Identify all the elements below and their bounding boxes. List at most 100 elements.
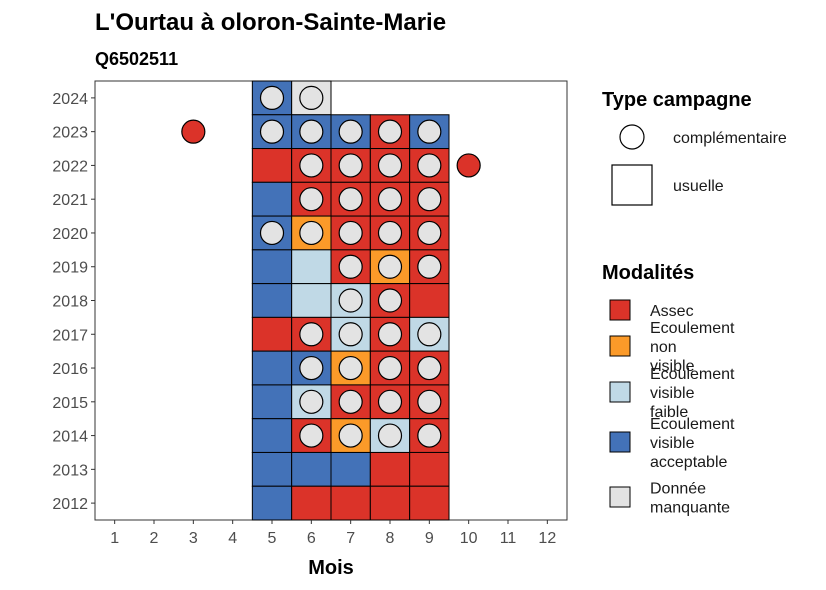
usual-cell [291,249,332,285]
x-tick-label: 4 [228,530,237,547]
y-tick-label: 2021 [52,192,88,209]
complementary-point [299,187,324,212]
legend-campaign-label: usuelle [673,178,724,195]
chart-subtitle: Q6502511 [95,49,178,69]
usual-cell [251,384,293,420]
complementary-point [417,423,442,448]
x-tick-label: 10 [460,530,478,547]
complementary-point [299,389,324,414]
complementary-point [338,423,363,448]
legend-modality-swatch [609,299,631,321]
complementary-point [417,254,442,279]
x-tick-label: 2 [150,530,159,547]
usual-cell [409,283,450,318]
complementary-point [338,187,363,212]
y-tick-label: 2016 [52,361,88,378]
y-tick-label: 2023 [52,125,88,142]
legend-circle-key [619,124,645,150]
usual-cell [251,485,293,521]
complementary-point [417,355,442,381]
complementary-point [377,153,403,178]
complementary-point [417,119,442,144]
y-tick-label: 2013 [52,462,88,479]
complementary-point [417,220,442,246]
usual-cell [251,283,293,318]
y-axis: 2012 2013 2014 2015 2016 2017 2018 2019 2020 2021… [52,91,95,513]
complementary-point [338,288,363,313]
legend-modality-label: Ecoulement visible acceptable [650,416,735,471]
legend-modality-label: Assec [650,303,694,320]
legend-modality-swatch [609,431,631,453]
complementary-point [377,220,403,246]
usual-cell [369,485,411,521]
chart-title: L'Ourtau à oloron-Sainte-Marie [95,9,446,36]
legend-campaign-label: complémentaire [673,130,787,147]
complementary-point [417,153,442,178]
x-tick-label: 9 [425,530,434,547]
complementary-point [377,187,403,212]
complementary-point [259,85,285,110]
complementary-point [377,355,403,381]
usual-cell [251,249,293,285]
legend-modality-label: Ecoulement non visible [650,320,735,375]
legend-modality-swatch [609,381,631,403]
x-tick-label: 3 [189,530,198,547]
complementary-point [338,389,363,414]
y-tick-label: 2017 [52,327,88,344]
complementary-point [417,322,442,347]
usual-cell [291,485,332,521]
x-tick-label: 5 [268,530,277,547]
complementary-point [338,254,363,279]
y-tick-label: 2024 [52,91,88,108]
complementary-point [299,423,324,448]
complementary-point [417,389,442,414]
x-tick-label: 1 [110,530,119,547]
legend-square-key [611,164,653,206]
complementary-point [377,119,403,144]
complementary-point [456,153,481,178]
complementary-point [377,288,403,313]
usual-cell [251,316,293,352]
complementary-point [299,153,324,178]
x-axis: 1 2 3 4 5 6 7 8 9 10 11 12 [110,520,556,547]
usual-cell [251,418,293,453]
x-tick-label: 11 [500,530,517,547]
complementary-point [377,423,403,448]
complementary-point [377,254,403,279]
complementary-point [377,389,403,414]
legend-modality-swatch [609,335,631,357]
x-tick-label: 12 [538,530,556,547]
legend-modality-title: Modalités [602,262,694,284]
usual-cell [409,485,450,521]
complementary-point [299,85,324,110]
usual-cell [291,283,332,318]
complementary-points-layer [181,85,481,448]
complementary-point [259,119,285,144]
y-tick-label: 2015 [52,395,88,412]
usual-cell [330,485,371,521]
usual-cell [251,451,293,487]
legend-modality-label: Donnée manquante [650,481,730,517]
usual-cell [409,451,450,487]
complementary-point [377,322,403,347]
x-axis-label: Mois [308,557,354,579]
complementary-point [338,220,363,246]
complementary-point [338,119,363,144]
complementary-point [299,119,324,144]
x-tick-label: 8 [386,530,395,547]
y-tick-label: 2019 [52,260,88,277]
legend-modality-label: Ecoulement visible faible [650,366,735,421]
legend-campaign: Type campagne complémentaire usuelle [602,89,787,206]
x-tick-label: 7 [346,530,355,547]
complementary-point [299,220,324,246]
complementary-point [299,322,324,347]
usual-cell [251,181,293,217]
complementary-point [338,322,363,347]
legend-modality-swatch [609,486,631,508]
x-tick-label: 6 [307,530,316,547]
usual-cell [369,451,411,487]
usual-cell [251,350,293,386]
usual-cell [291,451,332,487]
y-tick-label: 2020 [52,226,88,243]
